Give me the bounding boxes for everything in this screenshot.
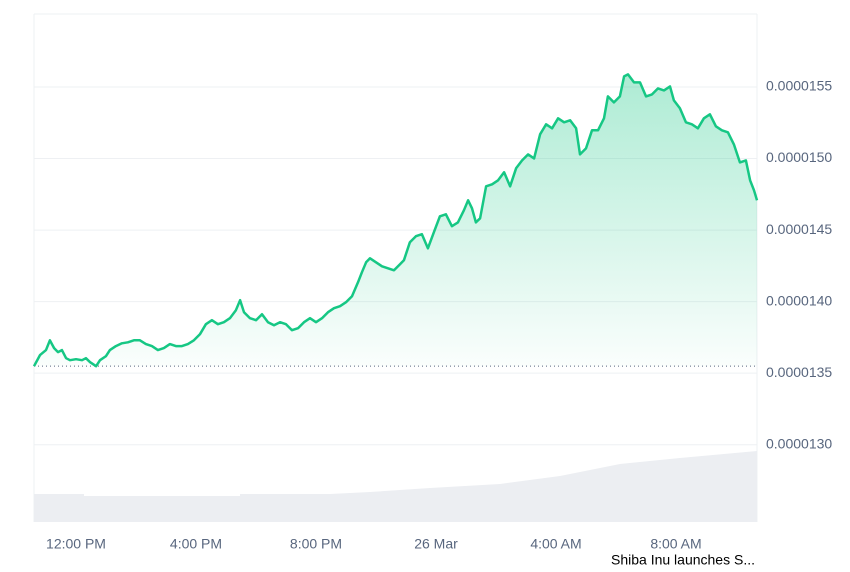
y-tick-label: 0.0000145 xyxy=(766,221,832,237)
x-tick-label: 8:00 PM xyxy=(290,536,342,552)
y-tick-label: 0.0000150 xyxy=(766,149,832,165)
y-tick-label: 0.0000140 xyxy=(766,292,832,308)
plot xyxy=(32,73,759,368)
price-line xyxy=(32,73,759,368)
y-tick-label: 0.0000130 xyxy=(766,435,832,451)
volume-bars xyxy=(34,451,757,522)
x-tick-label: 4:00 PM xyxy=(170,536,222,552)
annotation: Shiba Inu launches S... xyxy=(611,552,755,567)
x-tick-label: 4:00 AM xyxy=(530,536,581,552)
area xyxy=(34,74,757,367)
x-tick-label: 8:00 AM xyxy=(650,536,701,552)
x-tick-label: 12:00 PM xyxy=(46,536,106,552)
x-tick-label: 26 Mar xyxy=(414,536,458,552)
y-tick-label: 0.0000155 xyxy=(766,78,832,94)
y-tick-label: 0.0000135 xyxy=(766,364,832,380)
